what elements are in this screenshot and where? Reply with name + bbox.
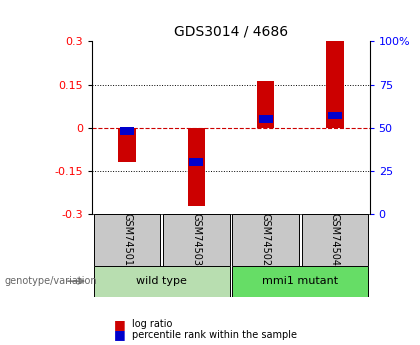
Title: GDS3014 / 4686: GDS3014 / 4686 [174,25,288,39]
Bar [259,115,273,123]
Text: GSM74502: GSM74502 [261,213,270,266]
Bar [257,81,274,128]
Bar [188,128,205,206]
Bar [120,127,134,135]
Bar [94,266,230,297]
Bar [163,214,230,266]
Text: ■: ■ [113,318,125,331]
Bar [118,128,136,162]
Bar [328,112,342,119]
Bar [189,158,203,166]
Text: GSM74504: GSM74504 [330,213,340,266]
Text: log ratio: log ratio [132,319,173,329]
Text: GSM74501: GSM74501 [122,213,132,266]
Text: genotype/variation: genotype/variation [4,276,97,286]
Bar [232,214,299,266]
Bar [326,41,344,128]
Text: wild type: wild type [136,276,187,286]
Text: GSM74503: GSM74503 [192,213,201,266]
Bar [232,266,368,297]
Bar [94,214,160,266]
Bar [302,214,368,266]
Text: mmi1 mutant: mmi1 mutant [262,276,339,286]
Text: ■: ■ [113,328,125,341]
Text: percentile rank within the sample: percentile rank within the sample [132,330,297,339]
